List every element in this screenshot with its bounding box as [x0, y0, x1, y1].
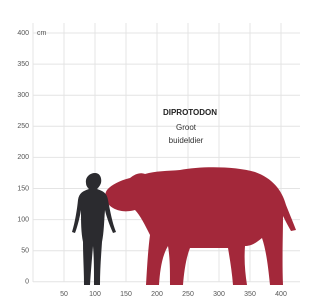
x-label: 300: [213, 291, 225, 298]
y-unit: cm: [37, 30, 47, 37]
y-label: 250: [17, 123, 29, 130]
x-label: 400: [275, 291, 287, 298]
y-label: 350: [17, 61, 29, 68]
x-label: 350: [244, 291, 256, 298]
y-label: 200: [17, 154, 29, 161]
y-label: 400: [17, 30, 29, 37]
y-label: 50: [21, 248, 29, 255]
x-label: 150: [120, 291, 132, 298]
x-label: 200: [151, 291, 163, 298]
x-label: 50: [60, 291, 68, 298]
figure: cm DIPROTODON Groot buideldier 400 350 300…: [0, 0, 311, 302]
y-label: 100: [17, 216, 29, 223]
title: DIPROTODON: [163, 108, 217, 117]
subtitle-line: buideldier: [169, 136, 204, 145]
y-label: 300: [17, 92, 29, 99]
subtitle-line: Groot: [176, 123, 197, 132]
y-label: 0: [25, 279, 29, 286]
x-label: 250: [182, 291, 194, 298]
y-label: 150: [17, 185, 29, 192]
x-label: 100: [89, 291, 101, 298]
